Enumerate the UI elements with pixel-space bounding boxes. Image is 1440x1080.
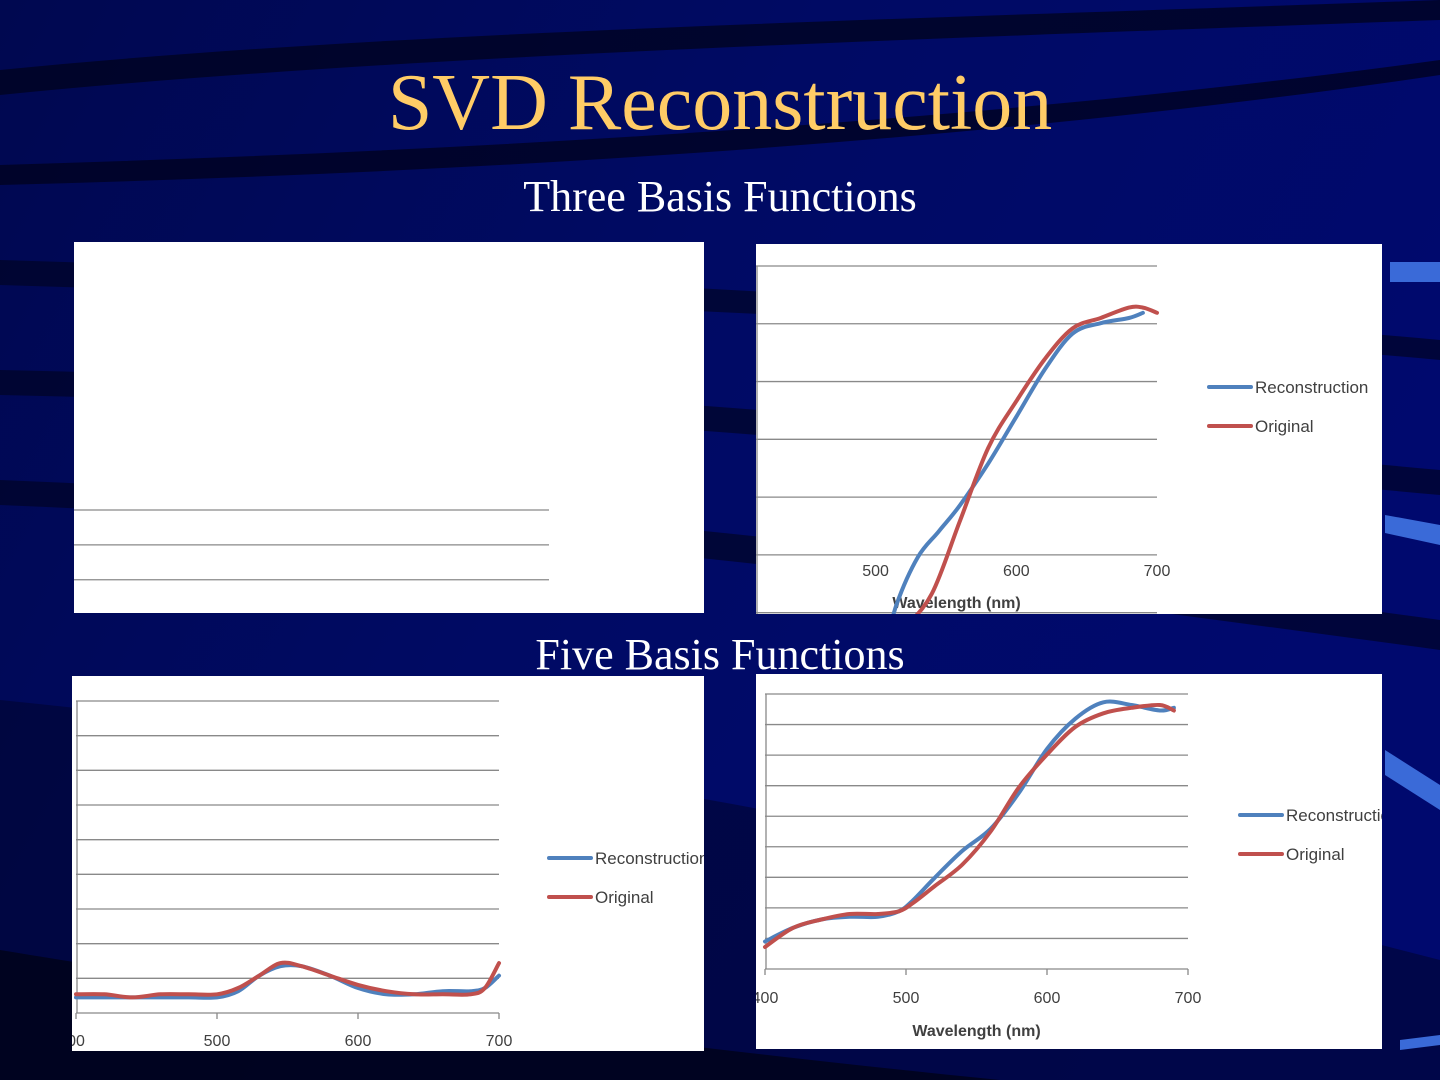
series-line-original [914,304,1159,614]
x-tick-label: 700 [1175,990,1202,1007]
x-tick-label: 500 [893,990,920,1007]
x-tick-label: 500 [862,563,889,580]
chart-panel-five-left: 00 500 600 700 Reconstruction Original [72,676,704,1051]
x-tick-label: 700 [1144,563,1171,580]
series-line-original [74,960,501,1000]
subtitle-three-basis: Three Basis Functions [523,172,917,221]
x-tick-label: 700 [486,1033,513,1050]
highlight-3 [1385,750,1440,810]
series-line-original [763,702,1176,949]
legend-label-original: Original [1286,845,1345,864]
chart-five-left: 00 500 600 700 Reconstruction Original [72,700,704,1050]
swoosh-2 [0,60,1440,185]
subtitle-five-basis: Five Basis Functions [535,630,905,679]
x-tick-label: 400 [756,990,778,1007]
chart-five-right: 400 500 600 700 Wavelength (nm) Reconstructi o… [756,693,1382,1040]
highlight-1 [1390,262,1440,282]
swoosh-1 [0,0,1440,95]
legend-label-original: Original [595,888,654,907]
x-tick-label: 600 [1003,563,1030,580]
legend-label-reconstruction: Reconstruction [1255,378,1368,397]
x-tick-label: 600 [345,1033,372,1050]
legend-label-reconstruction: Reconstruction [1286,806,1382,825]
series-line-reconstruction [763,699,1176,944]
highlight-2 [1385,515,1440,545]
x-tick-label: 500 [204,1033,231,1050]
chart-three-right: 500 600 700 Wavelength (nm) Reconstruction Or… [756,265,1368,614]
slide-title: SVD Reconstruction [387,59,1053,147]
x-tick-label: 600 [1034,990,1061,1007]
x-axis-title: Wavelength (nm) [912,1023,1040,1040]
x-tick-label: 00 [72,1033,85,1050]
x-axis-title: Wavelength (nm) [892,595,1020,612]
legend-label-reconstruction: Reconstruction [595,849,704,868]
legend-label-original: Original [1255,417,1314,436]
highlight-4 [1400,1035,1440,1050]
chart-panel-five-right: 400 500 600 700 Wavelength (nm) Reconstructi o… [756,674,1382,1049]
chart-panel-three-right: 500 600 700 Wavelength (nm) Reconstruction Or… [756,244,1382,614]
series-line-reconstruction [891,310,1145,614]
